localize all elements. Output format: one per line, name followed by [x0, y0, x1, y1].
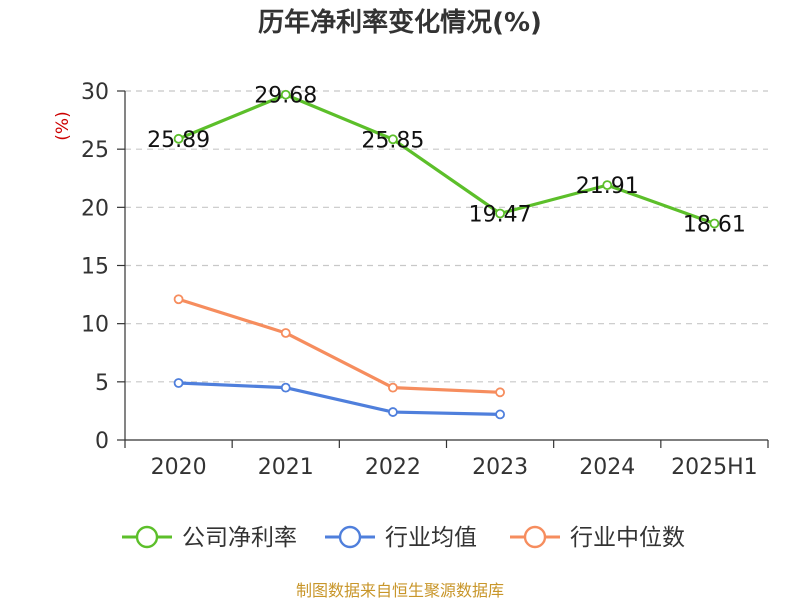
data-point	[495, 387, 505, 398]
data-point	[280, 382, 291, 393]
x-tick-label: 2023	[472, 455, 528, 480]
y-tick-label: 30	[81, 80, 109, 105]
y-tick-label: 15	[81, 255, 109, 280]
x-tick-label: 2025H1	[671, 455, 758, 480]
x-tick-label: 2020	[151, 455, 207, 480]
data-point	[602, 180, 613, 191]
series-line	[178, 381, 501, 417]
data-point	[173, 378, 184, 388]
data-point	[388, 382, 398, 393]
data-label: 18.61	[683, 213, 746, 238]
data-label: 21.91	[576, 174, 639, 199]
x-tick-label: 2022	[365, 455, 421, 480]
legend-marker	[338, 525, 362, 549]
data-point	[280, 328, 291, 338]
x-tick-label: 2021	[258, 455, 314, 480]
grid-lines	[125, 90, 768, 383]
data-point	[388, 134, 398, 145]
x-tick-label: 2024	[579, 455, 635, 480]
legend-marker	[135, 525, 159, 549]
series-line	[178, 297, 501, 394]
source-note: 制图数据来自恒生聚源数据库	[296, 581, 504, 600]
legend: 公司净利率 行业均值 行业中位数	[122, 525, 685, 551]
data-label: 25.85	[361, 128, 424, 153]
data-point	[388, 407, 398, 417]
legend-item-label: 行业中位数	[570, 525, 685, 551]
y-tick-label: 0	[95, 429, 109, 454]
data-point	[495, 409, 505, 420]
data-point	[173, 294, 184, 305]
y-tick-label: 5	[95, 371, 109, 396]
legend-marker	[523, 525, 547, 549]
legend-item-label: 行业均值	[385, 525, 477, 551]
data-point	[173, 133, 184, 144]
axes: 0 5 10 15 20 25 30 2020 2021 2022 2023 2024 2025H1	[81, 80, 769, 480]
data-point	[280, 89, 291, 100]
data-point	[495, 208, 505, 219]
y-tick-label: 25	[81, 138, 109, 163]
data-label: 19.47	[469, 202, 532, 227]
chart-title: 历年净利率变化情况(%)	[258, 7, 542, 38]
data-label: 25.89	[147, 128, 210, 153]
data-labels: 25.89 29.68 25.85 19.47 21.91 18.61	[147, 84, 746, 238]
data-point	[709, 218, 720, 229]
data-label: 29.68	[254, 84, 317, 109]
legend-item-label: 公司净利率	[182, 525, 297, 551]
series-lines	[173, 89, 720, 420]
y-axis-unit: (%)	[53, 111, 73, 140]
y-tick-label: 10	[81, 313, 109, 338]
y-tick-label: 20	[81, 196, 109, 221]
series-line	[177, 93, 715, 226]
